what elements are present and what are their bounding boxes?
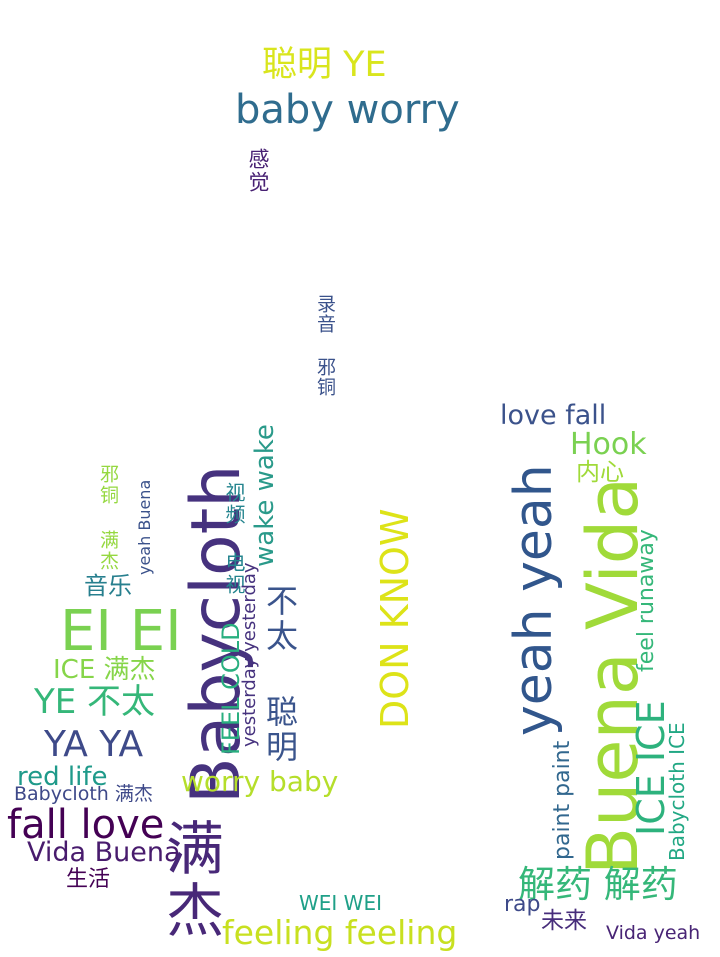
word: Hook <box>570 427 647 462</box>
word: wake wake <box>250 424 280 567</box>
word: 音乐 <box>84 572 132 600</box>
word: feeling feeling <box>222 913 458 952</box>
word: love fall <box>500 400 607 431</box>
word: 录音 邪铜 <box>314 294 336 397</box>
word: yeah yeah <box>504 464 564 736</box>
word: WEI WEI <box>299 891 382 915</box>
word: yeah Buena <box>135 479 154 575</box>
word: ICE 满杰 <box>53 655 156 685</box>
word: Babycloth ICE <box>665 722 689 861</box>
word: worry baby <box>181 765 339 798</box>
word: Vida yeah <box>606 922 701 944</box>
word: YE 不太 <box>34 682 156 722</box>
word: fall love <box>7 802 165 848</box>
word: baby worry <box>235 87 460 133</box>
word: Vida Buena <box>27 837 181 868</box>
word: Babycloth 满杰 <box>14 783 153 805</box>
word: FEEL COLD <box>217 622 245 755</box>
word: 邪铜 满杰 <box>97 464 119 572</box>
word: 满杰 <box>156 818 224 942</box>
word: 视频 电视 <box>222 482 246 596</box>
word: 感觉 <box>246 148 270 194</box>
word: 未来 <box>541 908 587 934</box>
word: YA YA <box>44 724 144 765</box>
word: rap <box>504 892 541 917</box>
word: feel runaway <box>634 529 659 672</box>
word: EI EI <box>60 599 182 664</box>
word: red life <box>17 762 108 792</box>
word: 不太 聪明 <box>261 584 299 765</box>
word: 解药 解药 <box>518 863 678 906</box>
word: DON KNOW <box>373 508 417 729</box>
word: 聪明 YE <box>262 45 387 85</box>
word: paint paint <box>550 740 575 860</box>
word: 内心 <box>576 458 624 486</box>
word: 生活 <box>66 867 111 892</box>
